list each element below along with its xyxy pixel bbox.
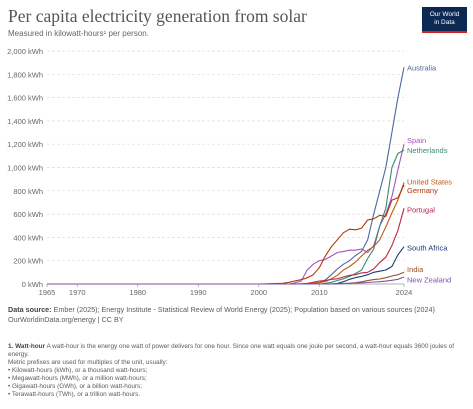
footnote-definition: A watt-hour is the energy one watt of po… [8,343,454,358]
footnote-number: 1. [8,343,14,350]
x-tick-label: 1965 [39,288,56,297]
y-tick-label: 1,400 kWh [7,117,43,126]
footnote-item: • Kilowatt-hours (kWh), or a thousand wa… [8,367,148,374]
x-tick-label: 2024 [396,288,413,297]
y-tick-label: 800 kWh [13,187,43,196]
series-label-portugal: Portugal [407,205,435,214]
footnote-item: • Terawatt-hours (TWh), or a trillion wa… [8,391,141,398]
source-url[interactable]: OurWorldinData.org/energy | CC BY [8,315,124,324]
footnote-item: • Megawatt-hours (MWh), or a million wat… [8,375,147,382]
x-tick-label: 1970 [69,288,86,297]
series-label-new-zealand: New Zealand [407,275,451,284]
footnote: 1. Watt-hour A watt-hour is the energy o… [8,343,468,399]
x-tick-label: 2010 [311,288,328,297]
series-line-netherlands [47,149,405,285]
y-tick-label: 200 kWh [13,257,43,266]
series-line-india [47,271,405,285]
series-line-germany [47,184,405,285]
x-tick-label: 1990 [190,288,207,297]
y-tick-label: 2,000 kWh [7,47,43,56]
y-tick-label: 1,000 kWh [7,164,43,173]
series-label-india: India [407,265,424,274]
x-tick-label: 2000 [250,288,267,297]
y-tick-label: 600 kWh [13,210,43,219]
footnote-term: Watt-hour [15,343,46,350]
series-line-spain [47,144,405,285]
series-label-germany: Germany [407,186,438,195]
y-tick-label: 1,800 kWh [7,70,43,79]
y-tick-label: 1,200 kWh [7,140,43,149]
series-label-netherlands: Netherlands [407,146,448,155]
footnote-intro: Metric prefixes are used for multiples o… [8,359,168,366]
series-line-united-states [47,182,405,285]
chart-title: Per capita electricity generation from s… [8,6,307,26]
y-tick-label: 0 kWh [22,280,43,289]
logo-line-1: Our World [429,11,460,18]
series-line-portugal [47,208,405,285]
series-label-united-states: United States [407,177,452,186]
series-line-australia [47,67,405,285]
y-tick-label: 1,600 kWh [7,94,43,103]
footnote-item: • Gigawatt-hours (GWh), or a billion wat… [8,383,143,390]
owid-logo[interactable]: Our World in Data [422,7,467,33]
series-label-spain: Spain [407,136,426,145]
y-tick-label: 400 kWh [13,233,43,242]
line-chart: 0 kWh 200 kWh 400 kWh 600 kWh 800 kWh 1,000 k… [7,47,452,297]
series-label-australia: Australia [407,63,437,72]
source-label: Data source: [8,305,52,314]
source-note: Data source: Ember (2025); Energy Instit… [8,305,468,325]
series-label-south-africa: South Africa [407,243,448,252]
source-text: Ember (2025); Energy Institute - Statist… [53,305,435,314]
x-tick-label: 1980 [129,288,146,297]
chart-subtitle: Measured in kilowatt-hours¹ per person. [8,29,149,38]
series-line-new-zealand [47,276,405,285]
logo-line-2: in Data [434,19,455,26]
